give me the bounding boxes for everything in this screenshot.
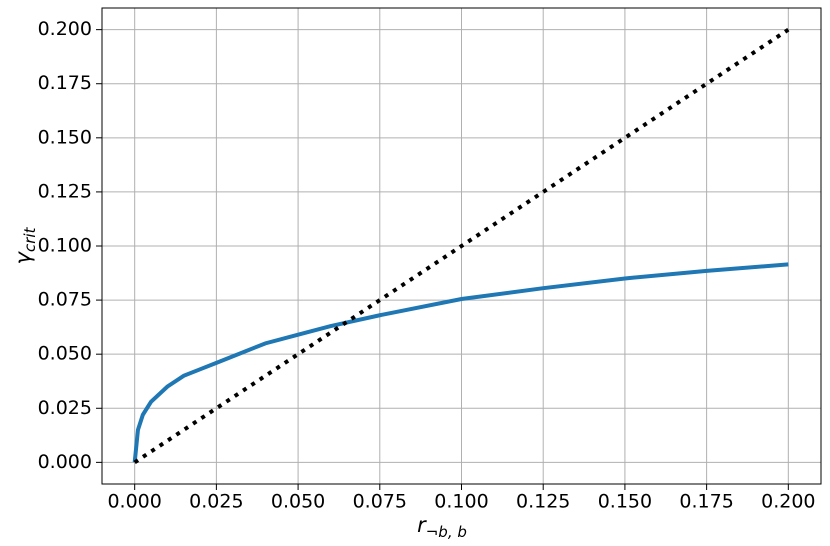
x-tick-label: 0.100 bbox=[434, 491, 488, 513]
y-tick-label: 0.175 bbox=[38, 72, 92, 94]
x-tick-label: 0.125 bbox=[516, 491, 570, 513]
x-tick-label: 0.025 bbox=[189, 491, 243, 513]
x-axis-label: r¬b, b bbox=[417, 513, 467, 541]
x-tick-label: 0.000 bbox=[107, 491, 161, 513]
y-tick-label: 0.025 bbox=[38, 397, 92, 419]
x-tick-label: 0.200 bbox=[761, 491, 815, 513]
y-tick-label: 0.125 bbox=[38, 180, 92, 202]
x-tick-label: 0.175 bbox=[679, 491, 733, 513]
y-tick-label: 0.050 bbox=[38, 343, 92, 365]
y-label-subscript: crit bbox=[21, 226, 39, 252]
y-tick-label: 0.000 bbox=[38, 451, 92, 473]
y-axis-label: γcrit bbox=[11, 226, 39, 264]
x-tick-label: 0.050 bbox=[271, 491, 325, 513]
y-tick-label: 0.075 bbox=[38, 289, 92, 311]
x-tick-label: 0.075 bbox=[353, 491, 407, 513]
y-tick-label: 0.100 bbox=[38, 235, 92, 257]
series-line bbox=[132, 262, 789, 463]
x-label-subscript: ¬b, b bbox=[426, 523, 467, 541]
plot-frame bbox=[101, 7, 822, 485]
x-label-symbol: r bbox=[417, 513, 427, 537]
y-tick-label: 0.200 bbox=[38, 18, 92, 40]
x-tick-label: 0.150 bbox=[598, 491, 652, 513]
y-tick-label: 0.150 bbox=[38, 126, 92, 148]
series-line bbox=[133, 27, 790, 465]
y-label-symbol: γ bbox=[11, 250, 35, 264]
